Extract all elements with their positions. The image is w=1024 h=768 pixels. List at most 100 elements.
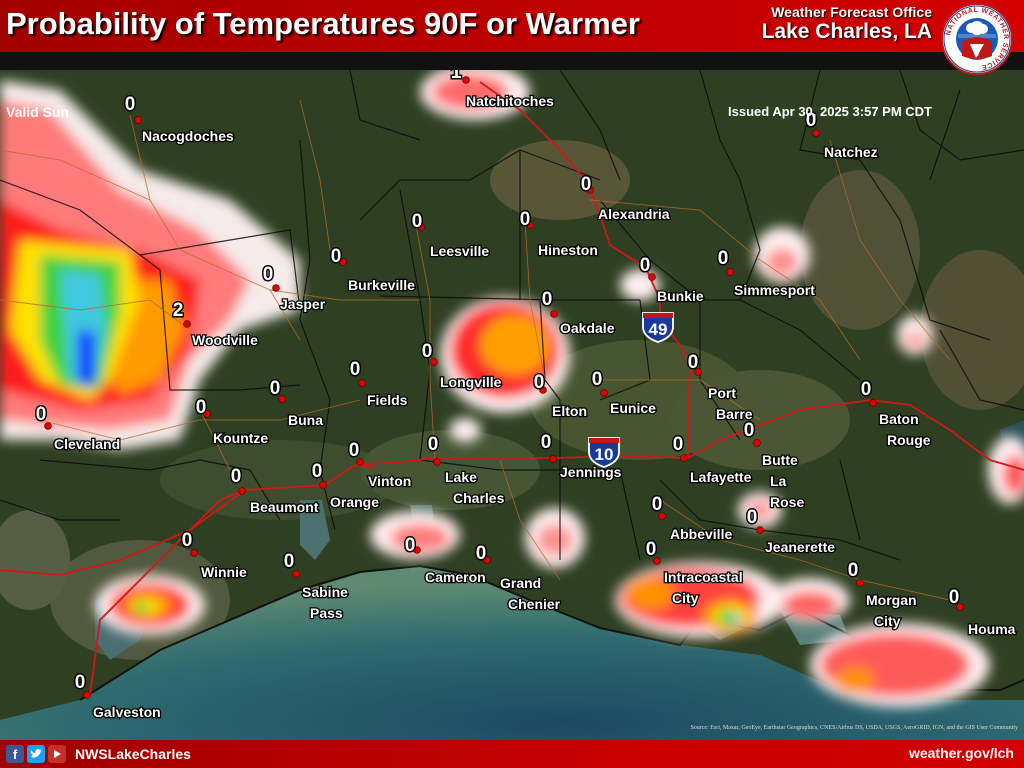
city-name-label: Abbeville xyxy=(670,526,732,542)
city-probability-value: 0 xyxy=(541,432,552,453)
city-name-label: Woodville xyxy=(192,332,258,348)
city-marker-dot xyxy=(83,691,91,699)
city-name-label: Jeanerette xyxy=(765,539,835,555)
county-boundaries xyxy=(0,69,1024,561)
twitter-icon[interactable] xyxy=(27,745,45,763)
social-handle[interactable]: NWSLakeCharles xyxy=(75,746,191,762)
website-link[interactable]: weather.gov/lch xyxy=(908,745,1014,761)
city-fields: 0 Fields xyxy=(348,358,409,410)
city-jeanerette: 0 Jeanerette xyxy=(745,506,836,557)
map-canvas: 49 10 1Natchitoches0Nacogdoches0Natchez0… xyxy=(0,61,1024,740)
city-probability-value: 0 xyxy=(673,434,684,455)
city-marker-dot xyxy=(549,455,557,463)
city-probability-value: 0 xyxy=(581,174,592,195)
city-probability-value: 0 xyxy=(949,587,960,608)
city-alexandria: 0 Alexandria xyxy=(579,173,671,224)
city-marker-dot xyxy=(756,526,764,534)
city-marker-dot xyxy=(539,386,547,394)
city-probability-value: 0 xyxy=(284,551,295,572)
city-probability-value: 0 xyxy=(652,494,663,515)
svg-text:49: 49 xyxy=(649,320,668,339)
city-probability-value: 0 xyxy=(688,352,699,373)
city-marker-dot xyxy=(319,481,327,489)
interstate-shield-49: 49 xyxy=(642,312,674,343)
city-name-label: Leesville xyxy=(430,243,489,259)
city-kountze: 0 Kountze xyxy=(194,396,270,448)
city-name-label: Grand Chenier xyxy=(500,575,561,612)
header-bar: Probability of Temperatures 90F or Warme… xyxy=(0,0,1024,52)
social-links: f NWSLakeCharles xyxy=(6,745,191,763)
city-marker-dot xyxy=(238,487,246,495)
city-lafayette: 0 Lafayette xyxy=(671,433,753,487)
city-probability-value: 0 xyxy=(520,209,531,230)
youtube-icon[interactable] xyxy=(48,745,66,763)
city-marker-dot xyxy=(272,284,280,292)
city-name-label: Cameron xyxy=(425,569,486,585)
city-name-label: Lake Charles xyxy=(445,469,505,506)
city-natchez: 0 Natchez xyxy=(804,109,879,162)
svg-text:10: 10 xyxy=(595,445,614,464)
city-name-label: Cleveland xyxy=(54,436,120,452)
city-probability-value: 0 xyxy=(592,369,603,390)
city-butte-la-rose: 0 Butte La Rose xyxy=(742,419,806,512)
city-name-label: Kountze xyxy=(213,430,268,446)
city-name-label: Vinton xyxy=(368,473,411,489)
city-name-label: Jennings xyxy=(560,464,622,480)
interstate-shield-10: 10 xyxy=(588,437,620,468)
city-probability-value: 0 xyxy=(350,359,361,380)
office-location: Lake Charles, LA xyxy=(761,20,932,43)
city-name-label: Eunice xyxy=(610,400,656,416)
city-probability-value: 0 xyxy=(405,535,416,556)
city-nacogdoches: 0 Nacogdoches xyxy=(123,93,235,146)
city-marker-dot xyxy=(413,546,421,554)
city-hineston: 0 Hineston xyxy=(518,208,599,260)
city-name-label: Fields xyxy=(367,392,408,408)
state-highways xyxy=(0,99,951,601)
city-marker-dot xyxy=(526,221,534,229)
city-probability-value: 0 xyxy=(182,530,193,551)
city-name-label: Port Barre xyxy=(708,385,753,422)
city-marker-dot xyxy=(653,557,661,565)
city-simmesport: 0 Simmesport xyxy=(716,247,816,300)
map-credits: Source: Esri, Maxar, GeoEye, Earthstar G… xyxy=(690,725,1018,731)
city-probability-value: 0 xyxy=(349,440,360,461)
city-name-label: Houma xyxy=(968,621,1016,637)
city-name-label: Bunkie xyxy=(657,288,704,304)
city-morgan-city: 0 Morgan City xyxy=(846,559,918,631)
city-galveston: 0 Galveston xyxy=(73,671,162,722)
city-marker-dot xyxy=(134,116,142,124)
city-marker-dot xyxy=(433,458,441,466)
city-marker-dot xyxy=(462,76,470,84)
city-burkeville: 0 Burkeville xyxy=(329,245,416,295)
facebook-icon[interactable]: f xyxy=(6,745,24,763)
city-marker-dot xyxy=(694,368,702,376)
city-beaumont: 0 Beaumont xyxy=(229,465,320,517)
city-marker-dot xyxy=(278,395,286,403)
city-name-label: Winnie xyxy=(201,564,247,580)
city-buna: 0 Buna xyxy=(268,377,324,430)
city-marker-dot xyxy=(190,549,198,557)
city-woodville: 2 Woodville xyxy=(171,299,259,350)
city-marker-dot xyxy=(339,258,347,266)
city-eunice: 0 Eunice xyxy=(590,368,657,418)
city-port-barre: 0 Port Barre xyxy=(686,351,754,424)
city-marker-dot xyxy=(203,410,211,418)
city-marker-dot xyxy=(726,268,734,276)
city-name-label: Beaumont xyxy=(250,499,319,515)
city-bunkie: 0 Bunkie xyxy=(638,254,705,306)
city-probability-value: 0 xyxy=(36,404,47,425)
city-marker-dot xyxy=(430,358,438,366)
city-marker-dot xyxy=(358,379,366,387)
city-probability-value: 0 xyxy=(231,466,242,487)
city-marker-dot xyxy=(753,439,761,447)
city-probability-value: 0 xyxy=(263,264,274,285)
city-name-label: Simmesport xyxy=(734,282,815,298)
city-name-label: Alexandria xyxy=(598,206,670,222)
city-name-label: Burkeville xyxy=(348,277,415,293)
valid-time: Valid Sun xyxy=(6,104,70,120)
city-probability-value: 1 xyxy=(451,70,462,83)
nws-logo: NATIONAL WEATHER SERVICE ★ xyxy=(940,2,1014,76)
land-texture xyxy=(0,140,1024,660)
city-name-label: Sabine Pass xyxy=(302,584,348,621)
city-probability-value: 0 xyxy=(312,461,323,482)
